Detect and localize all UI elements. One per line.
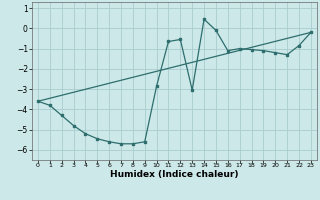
X-axis label: Humidex (Indice chaleur): Humidex (Indice chaleur) bbox=[110, 170, 239, 179]
